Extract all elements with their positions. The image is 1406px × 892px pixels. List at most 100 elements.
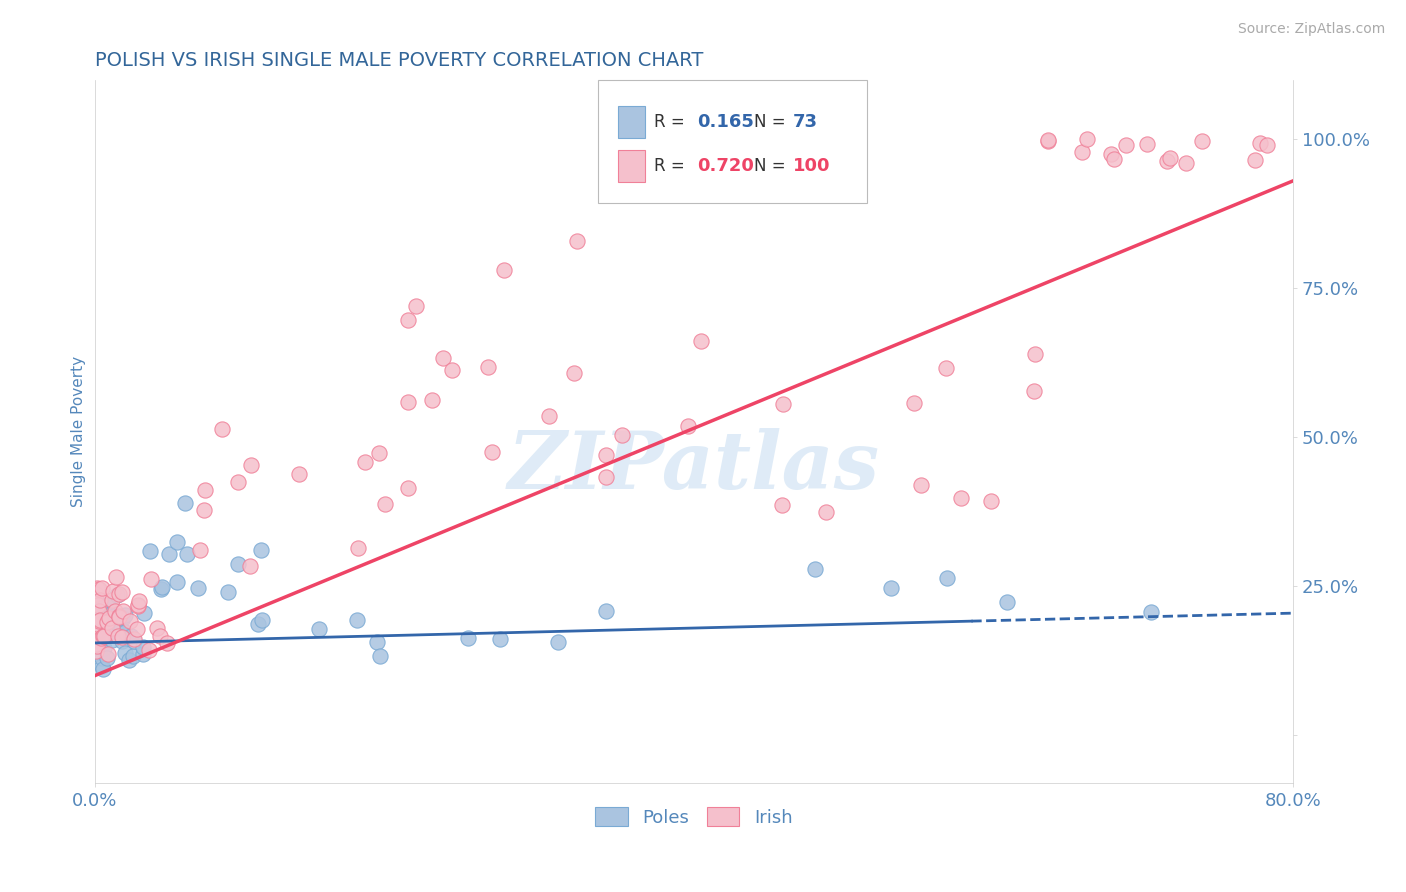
Point (174, 495, 197, 509)
Point (90, 659, 112, 673)
Point (96, 604, 118, 618)
Point (87, 647, 110, 661)
FancyBboxPatch shape (619, 150, 644, 182)
Point (105, 615, 128, 630)
Point (488, 632, 510, 646)
Point (87, 582, 110, 597)
Point (176, 547, 198, 561)
Point (132, 606, 155, 620)
Point (127, 598, 149, 612)
Point (101, 632, 124, 647)
Point (84, 646, 107, 660)
Point (87, 622, 110, 636)
Text: N =: N = (754, 157, 786, 175)
Point (803, 562, 825, 576)
Point (103, 609, 125, 624)
Point (166, 574, 188, 589)
Text: Source: ZipAtlas.com: Source: ZipAtlas.com (1237, 22, 1385, 37)
Point (935, 361, 957, 376)
Point (1024, 347, 1046, 361)
Point (87, 598, 110, 612)
Point (374, 497, 396, 511)
Point (90, 631, 112, 645)
Point (226, 475, 249, 489)
Point (1156, 154, 1178, 169)
Point (117, 653, 139, 667)
Text: R =: R = (654, 157, 685, 175)
Point (97, 611, 120, 625)
Point (124, 633, 146, 648)
Point (1140, 605, 1163, 619)
Point (1022, 384, 1045, 399)
Point (150, 582, 173, 596)
Point (138, 544, 160, 558)
Point (101, 607, 124, 621)
Point (347, 541, 370, 555)
Point (1136, 136, 1159, 151)
Point (935, 571, 957, 585)
Point (156, 636, 179, 650)
Point (949, 491, 972, 505)
Point (84, 624, 107, 639)
Point (562, 366, 585, 380)
Point (86, 645, 108, 659)
Point (90, 650, 112, 665)
Point (86, 626, 108, 640)
Point (1191, 134, 1213, 148)
Point (138, 643, 160, 657)
Point (217, 584, 239, 599)
Point (432, 351, 454, 365)
Point (194, 483, 217, 497)
Point (84, 627, 107, 641)
Point (141, 572, 163, 586)
Point (1159, 151, 1181, 165)
Point (910, 478, 932, 492)
Point (107, 629, 129, 643)
Point (211, 422, 233, 436)
Point (481, 445, 503, 459)
Point (87, 614, 110, 628)
Point (547, 635, 569, 649)
Point (91, 581, 114, 595)
Text: POLISH VS IRISH SINGLE MALE POVERTY CORRELATION CHART: POLISH VS IRISH SINGLE MALE POVERTY CORR… (94, 51, 703, 70)
FancyBboxPatch shape (598, 79, 868, 202)
Point (676, 418, 699, 433)
Point (595, 448, 617, 462)
Point (903, 396, 925, 410)
Point (995, 594, 1018, 608)
Point (150, 580, 173, 594)
Point (89, 592, 111, 607)
Point (112, 604, 135, 618)
Point (188, 543, 211, 558)
Point (880, 581, 903, 595)
Point (595, 470, 617, 484)
Point (239, 558, 262, 573)
Point (772, 397, 794, 411)
Point (84, 644, 107, 658)
Point (91, 610, 114, 624)
Point (226, 557, 249, 571)
Point (127, 599, 149, 614)
Point (1101, 147, 1123, 161)
Point (157, 547, 180, 561)
Point (93, 629, 115, 643)
Point (595, 604, 617, 618)
Point (538, 409, 561, 423)
Text: 0.165: 0.165 (697, 112, 754, 131)
Point (84, 611, 107, 625)
Point (441, 363, 464, 377)
Point (93, 629, 115, 643)
Point (308, 622, 330, 636)
Point (114, 646, 136, 660)
Point (87, 642, 110, 657)
Text: 73: 73 (793, 112, 818, 131)
Point (94, 603, 117, 617)
Point (610, 427, 633, 442)
Point (132, 648, 155, 662)
Point (120, 628, 142, 642)
Point (565, 234, 588, 248)
Point (112, 611, 135, 625)
Point (121, 649, 143, 664)
Point (101, 583, 124, 598)
Point (146, 621, 169, 635)
